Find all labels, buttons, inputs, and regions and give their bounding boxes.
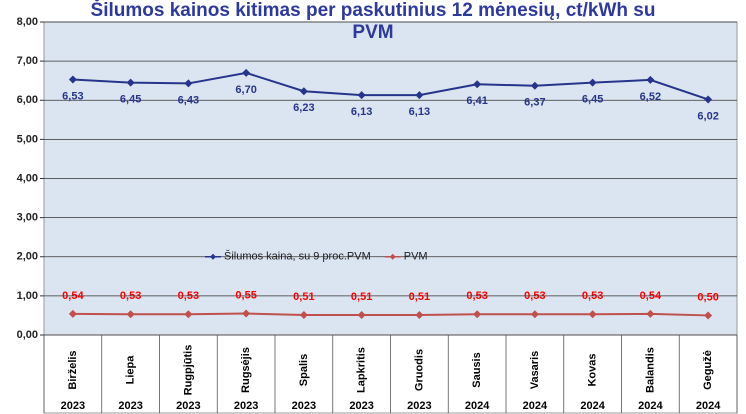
point xyxy=(704,311,713,320)
point xyxy=(588,78,597,87)
x-year-label: 2024 xyxy=(696,400,721,412)
y-tick-label: 1,00 xyxy=(17,290,38,302)
x-year-label: 2024 xyxy=(523,400,548,412)
data-label: 0,53 xyxy=(120,290,141,302)
point xyxy=(646,309,655,318)
x-tick-label: Rugpjūtis xyxy=(182,345,194,396)
x-tick-label: Liepa xyxy=(125,355,137,385)
x-tick-label: Sausis xyxy=(471,352,483,387)
data-label: 0,50 xyxy=(697,291,718,303)
y-tick-label: 3,00 xyxy=(17,212,38,224)
data-label: 0,53 xyxy=(582,290,603,302)
y-tick-label: 6,00 xyxy=(17,94,38,106)
legend-marker xyxy=(210,253,216,260)
data-label: 6,13 xyxy=(351,106,372,118)
legend-label: PVM xyxy=(404,251,428,263)
point xyxy=(299,87,308,96)
x-tick-label: Rugsėjis xyxy=(240,347,252,393)
x-tick-label: Gegužė xyxy=(702,350,714,390)
data-label: 0,51 xyxy=(409,291,430,303)
point xyxy=(415,311,424,320)
data-label: 6,13 xyxy=(409,106,430,118)
x-year-label: 2023 xyxy=(407,400,431,412)
x-year-label: 2024 xyxy=(465,400,490,412)
x-tick-label: Vasaris xyxy=(529,351,541,390)
point xyxy=(473,310,482,319)
y-tick-label: 2,00 xyxy=(17,251,38,263)
point xyxy=(357,91,366,100)
point xyxy=(184,310,193,319)
point xyxy=(126,310,135,319)
point xyxy=(473,80,482,89)
legend-marker xyxy=(389,253,396,260)
x-tick-label: Gruodis xyxy=(413,349,425,391)
data-label: 0,54 xyxy=(62,290,84,302)
x-tick-label: Birželis xyxy=(67,350,79,389)
data-label: 0,55 xyxy=(235,289,256,301)
series-line xyxy=(72,71,709,101)
point xyxy=(415,91,424,100)
point xyxy=(646,75,655,84)
data-label: 0,51 xyxy=(351,291,372,303)
point xyxy=(357,311,366,320)
data-label: 0,53 xyxy=(524,290,545,302)
data-label: 0,53 xyxy=(466,290,487,302)
x-year-label: 2024 xyxy=(638,400,663,412)
data-label: 6,43 xyxy=(178,94,199,106)
y-tick-label: 0,00 xyxy=(17,329,38,341)
x-year-label: 2024 xyxy=(580,400,605,412)
data-label: 6,52 xyxy=(640,91,661,103)
point xyxy=(242,68,251,77)
x-tick-label: Spalis xyxy=(298,354,310,386)
point xyxy=(530,81,539,90)
data-label: 6,02 xyxy=(697,110,718,122)
point xyxy=(68,309,77,318)
x-tick-label: Balandis xyxy=(644,347,656,393)
y-tick-label: 8,00 xyxy=(17,16,38,28)
point xyxy=(126,78,135,87)
data-label: 0,53 xyxy=(178,290,199,302)
y-tick-label: 7,00 xyxy=(17,55,38,67)
point xyxy=(68,75,77,84)
point xyxy=(184,79,193,88)
data-label: 6,23 xyxy=(293,102,314,114)
data-label: 6,45 xyxy=(120,94,141,106)
y-tick-label: 5,00 xyxy=(17,133,38,145)
chart-title: Šilumos kainos kitimas per paskutinius 1… xyxy=(90,0,656,43)
point xyxy=(299,311,308,320)
x-year-label: 2023 xyxy=(292,400,316,412)
x-tick-label: Kovas xyxy=(587,353,599,386)
point xyxy=(530,310,539,319)
x-year-label: 2023 xyxy=(176,400,200,412)
x-year-label: 2023 xyxy=(349,400,373,412)
y-tick-label: 4,00 xyxy=(17,172,38,184)
data-label: 6,41 xyxy=(466,95,487,107)
data-label: 6,37 xyxy=(524,97,545,109)
data-label: 6,45 xyxy=(582,94,603,106)
data-label: 6,53 xyxy=(62,90,83,102)
x-year-label: 2023 xyxy=(61,400,85,412)
point xyxy=(588,310,597,319)
data-label: 0,51 xyxy=(293,291,314,303)
series-line xyxy=(72,312,709,317)
data-label: 0,54 xyxy=(640,290,662,302)
point xyxy=(242,309,251,318)
data-label: 6,70 xyxy=(235,84,256,96)
x-year-label: 2023 xyxy=(118,400,142,412)
x-year-label: 2023 xyxy=(234,400,258,412)
point xyxy=(704,95,713,104)
x-tick-label: Lapkritis xyxy=(356,347,368,393)
legend-label: Šilumos kaina, su 9 proc.PVM xyxy=(224,250,371,263)
